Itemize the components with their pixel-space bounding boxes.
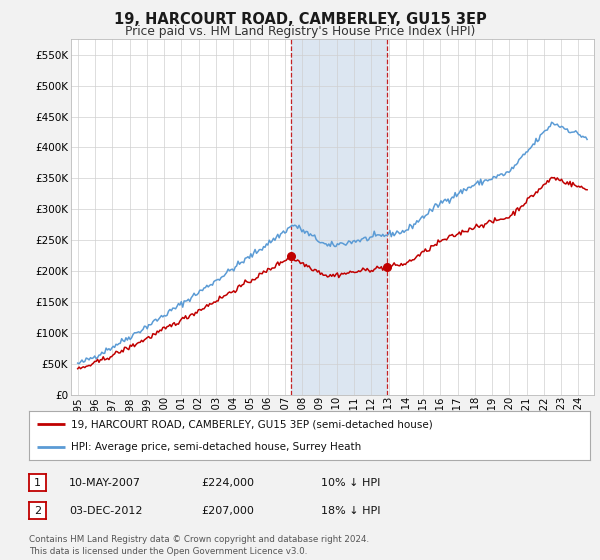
Text: 03-DEC-2012: 03-DEC-2012	[69, 506, 143, 516]
Text: 2: 2	[34, 506, 41, 516]
Text: Price paid vs. HM Land Registry's House Price Index (HPI): Price paid vs. HM Land Registry's House …	[125, 25, 475, 38]
Text: HPI: Average price, semi-detached house, Surrey Heath: HPI: Average price, semi-detached house,…	[71, 442, 361, 452]
Text: 19, HARCOURT ROAD, CAMBERLEY, GU15 3EP: 19, HARCOURT ROAD, CAMBERLEY, GU15 3EP	[113, 12, 487, 27]
Text: Contains HM Land Registry data © Crown copyright and database right 2024.
This d: Contains HM Land Registry data © Crown c…	[29, 535, 369, 556]
Text: 1: 1	[34, 478, 41, 488]
Text: 19, HARCOURT ROAD, CAMBERLEY, GU15 3EP (semi-detached house): 19, HARCOURT ROAD, CAMBERLEY, GU15 3EP (…	[71, 419, 433, 430]
Text: 18% ↓ HPI: 18% ↓ HPI	[321, 506, 380, 516]
Text: 10-MAY-2007: 10-MAY-2007	[69, 478, 141, 488]
Text: £207,000: £207,000	[201, 506, 254, 516]
Text: £224,000: £224,000	[201, 478, 254, 488]
Bar	[291, 39, 387, 395]
Text: 10% ↓ HPI: 10% ↓ HPI	[321, 478, 380, 488]
